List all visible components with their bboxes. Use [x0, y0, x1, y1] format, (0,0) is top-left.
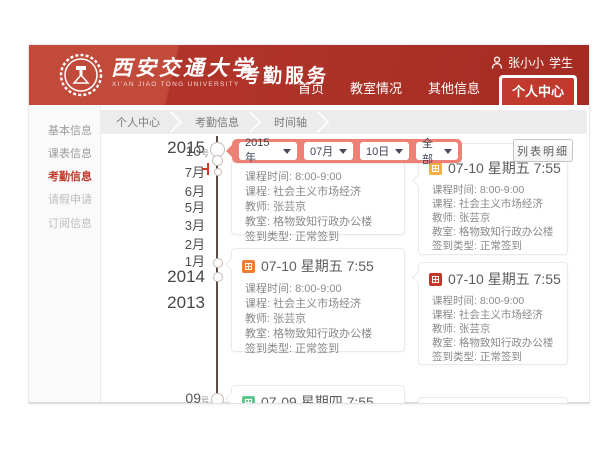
user-name: 张小小 [507, 56, 544, 70]
user-info[interactable]: 张小小 学生 [491, 54, 573, 71]
breadcrumb: 个人中心 考勤信息 时间轴 [100, 110, 587, 134]
card-header: 07-09 星期四 7:55 [242, 392, 404, 403]
caret-down-icon [444, 148, 452, 154]
timeline-month-jan[interactable]: 1月 [184, 254, 205, 269]
nav-personal-center-tab[interactable]: 个人中心 [498, 75, 577, 105]
card-row: 课程时间: 8:00-9:00 [245, 283, 342, 295]
timeline-line [216, 136, 218, 403]
card-notch [412, 271, 425, 284]
type-dropdown[interactable]: 全部 [416, 138, 458, 166]
timeline-node[interactable] [212, 155, 223, 166]
card-row: 课程: 社会主义市场经济 [432, 309, 543, 321]
timeline-year-2015[interactable]: 2015 [167, 138, 205, 157]
attendance-card[interactable] [418, 397, 568, 403]
seal-icon [242, 259, 255, 273]
sidebar-item-attendance-info[interactable]: 考勤信息 [48, 171, 92, 183]
university-name-zh: 西安交通大学 [111, 55, 255, 80]
app-window: 西安交通大学 XI'AN JIAO TONG UNIVERSITY 考勤服务 张… [29, 45, 589, 403]
card-date-title: 07-09 星期四 7:55 [261, 394, 374, 403]
attendance-card[interactable]: 课程时间: 8:00-9:00 课程: 社会主义市场经济 教师: 张芸京 教室:… [231, 160, 405, 243]
attendance-card[interactable]: 07-10 星期五 7:55 课程时间: 8:00-9:00 课程: 社会主义市… [412, 262, 568, 365]
seal-icon [242, 395, 255, 403]
timeline-day-10: 10号 [185, 143, 209, 159]
card-row: 教师: 张芸京 [245, 313, 307, 325]
card-header: 07-10 星期五 7:55 [429, 269, 567, 289]
service-title: 考勤服务 [241, 66, 330, 87]
sidebar: 基本信息 课表信息 考勤信息 请假申请 订阅信息 [29, 105, 101, 402]
card-row: 课程: 社会主义市场经济 [432, 198, 543, 210]
card-date-title: 07-10 星期五 7:55 [261, 258, 374, 274]
sidebar-item-leave-request[interactable]: 请假申请 [48, 194, 92, 206]
timeline-node[interactable] [212, 258, 223, 268]
month-dropdown-value: 07月 [310, 146, 334, 158]
card-header: 07-10 星期五 7:55 [429, 158, 567, 178]
card-date-title: 07-10 星期五 7:55 [448, 160, 561, 176]
timeline-month-may[interactable]: 5月 [184, 200, 205, 215]
timeline-node[interactable] [212, 272, 223, 282]
caret-down-icon [395, 148, 403, 154]
timeline-month-feb[interactable]: 2月 [184, 237, 205, 252]
person-icon [491, 56, 503, 69]
nav-classrooms[interactable]: 教室情况 [349, 81, 402, 96]
card-row: 教室: 格物致知行政办公楼 [245, 328, 373, 340]
year-dropdown[interactable]: 2015年 [239, 137, 297, 164]
timeline-day-09: 09号 [185, 390, 209, 403]
timeline-node[interactable] [213, 168, 222, 176]
card-header: 07-10 星期五 7:55 [242, 256, 404, 276]
day-dropdown[interactable]: 10日 [360, 142, 409, 160]
timeline-node[interactable] [211, 393, 224, 403]
card-row: 教室: 格物致知行政办公楼 [245, 216, 373, 228]
card-notch [225, 258, 238, 271]
timeline-month-jul[interactable]: 7月 [184, 165, 205, 180]
card-date-title: 07-10 星期五 7:55 [448, 271, 561, 287]
card-row: 课程: 社会主义市场经济 [245, 298, 362, 310]
list-detail-button[interactable]: 列表明细 [513, 139, 573, 162]
breadcrumb-personal-center[interactable]: 个人中心 [116, 117, 160, 129]
main-nav: 首页 教室情况 其他信息 个人中心 [285, 75, 577, 105]
card-row: 教室: 格物致知行政办公楼 [432, 337, 554, 349]
month-dropdown[interactable]: 07月 [304, 142, 353, 160]
nav-other-info[interactable]: 其他信息 [427, 81, 480, 96]
current-month-indicator [202, 163, 209, 175]
content-area: 基本信息 课表信息 考勤信息 请假申请 订阅信息 个人中心 考勤信息 时间轴 2… [29, 105, 589, 403]
university-name-en: XI'AN JIAO TONG UNIVERSITY [112, 81, 240, 88]
timeline-month-jun[interactable]: 6月 [184, 184, 205, 199]
card-row: 签到类型: 正常签到 [245, 231, 340, 243]
card-row: 课程: 社会主义市场经济 [245, 186, 362, 198]
sidebar-item-schedule-info[interactable]: 课表信息 [48, 148, 92, 160]
card-row: 教师: 张芸京 [432, 323, 491, 335]
attendance-card[interactable]: 07-10 星期五 7:55 课程时间: 8:00-9:00 课程: 社会主义市… [225, 248, 405, 355]
card-row: 签到类型: 正常签到 [245, 343, 340, 355]
nav-home[interactable]: 首页 [297, 81, 324, 96]
card-row: 教师: 张芸京 [432, 212, 491, 224]
card-row: 教室: 格物致知行政办公楼 [432, 226, 554, 238]
breadcrumb-timeline[interactable]: 时间轴 [274, 117, 307, 129]
card-row: 签到类型: 正常签到 [432, 351, 522, 363]
sidebar-item-subscription-info[interactable]: 订阅信息 [48, 218, 92, 230]
year-dropdown-value: 2015年 [245, 137, 270, 164]
seal-icon [429, 161, 442, 175]
attendance-card[interactable]: 07-09 星期四 7:55 [225, 385, 405, 403]
nav-personal-center-label: 个人中心 [501, 78, 574, 105]
sidebar-item-basic-info[interactable]: 基本信息 [48, 125, 92, 137]
card-row: 课程时间: 8:00-9:00 [432, 184, 525, 196]
seal-icon [429, 272, 442, 286]
type-dropdown-value: 全部 [422, 138, 433, 166]
card-row: 课程时间: 8:00-9:00 [245, 171, 342, 183]
app-header: 西安交通大学 XI'AN JIAO TONG UNIVERSITY 考勤服务 张… [29, 45, 589, 105]
card-row: 课程时间: 8:00-9:00 [432, 295, 525, 307]
timeline-month-mar[interactable]: 3月 [184, 218, 205, 233]
card-row: 签到类型: 正常签到 [432, 240, 522, 252]
breadcrumb-attendance-info[interactable]: 考勤信息 [195, 117, 239, 129]
card-row: 教师: 张芸京 [245, 201, 307, 213]
caret-down-icon [283, 148, 291, 154]
timeline-year-2013[interactable]: 2013 [167, 293, 205, 312]
user-role: 学生 [548, 56, 573, 70]
university-logo-icon [59, 53, 103, 97]
day-dropdown-value: 10日 [366, 146, 390, 158]
timeline-year-2014[interactable]: 2014 [167, 267, 205, 286]
card-notch [225, 392, 238, 403]
caret-down-icon [339, 148, 347, 154]
